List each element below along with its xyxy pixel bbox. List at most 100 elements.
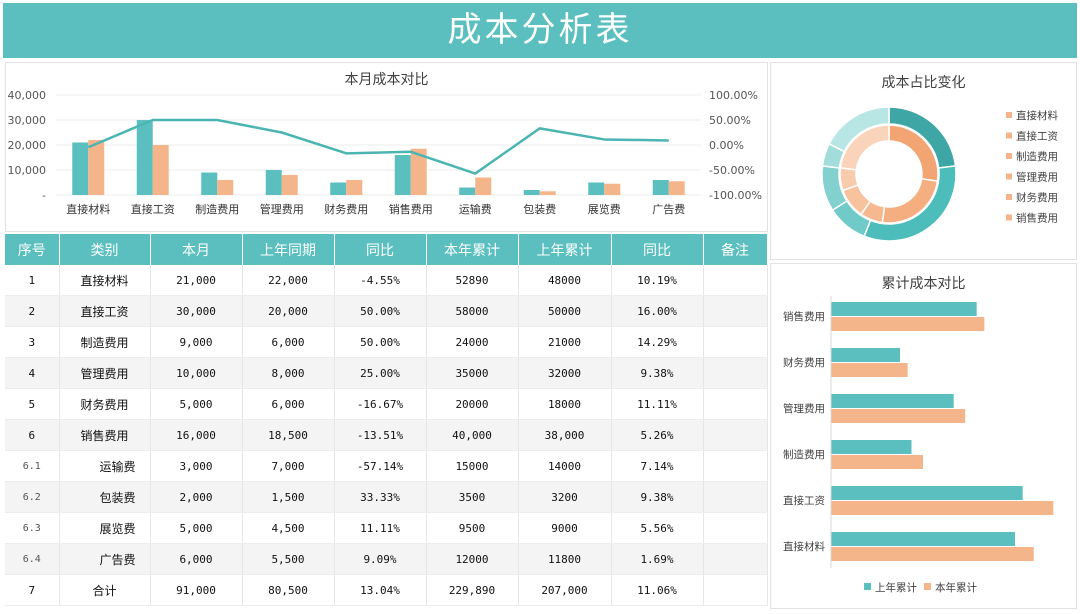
table-cell[interactable]: 3200 bbox=[518, 481, 612, 513]
table-cell[interactable]: 13.04% bbox=[334, 574, 427, 606]
table-row[interactable]: 6.2 包装费 2,000 1,500 33.33% 3500 3200 9.38% bbox=[5, 481, 768, 513]
table-cell[interactable] bbox=[703, 265, 768, 296]
table-cell[interactable]: 24000 bbox=[426, 326, 519, 358]
column-header[interactable]: 上年同期 bbox=[242, 234, 335, 265]
table-cell[interactable]: 4,500 bbox=[242, 512, 335, 544]
table-cell[interactable]: 9500 bbox=[426, 512, 519, 544]
table-cell[interactable]: 6,000 bbox=[242, 326, 335, 358]
table-row[interactable]: 5 财务费用 5,000 6,000 -16.67% 20000 18000 11.11% bbox=[5, 388, 768, 420]
table-cell[interactable] bbox=[703, 388, 768, 420]
table-cell[interactable]: 50000 bbox=[518, 295, 612, 327]
table-cell[interactable]: 58000 bbox=[426, 295, 519, 327]
table-cell[interactable]: 直接工资 bbox=[59, 295, 151, 327]
table-cell[interactable]: 运输费 bbox=[59, 450, 151, 482]
table-row[interactable]: 1 直接材料 21,000 22,000 -4.55% 52890 48000 10.19% bbox=[5, 265, 768, 296]
table-cell[interactable]: 33.33% bbox=[334, 481, 427, 513]
table-cell[interactable] bbox=[703, 419, 768, 451]
table-cell[interactable]: 48000 bbox=[518, 265, 612, 296]
table-cell[interactable]: 32000 bbox=[518, 357, 612, 389]
table-cell[interactable]: 11800 bbox=[518, 543, 612, 575]
table-cell[interactable]: 25.00% bbox=[334, 357, 427, 389]
column-header[interactable]: 同比 bbox=[334, 234, 427, 265]
table-cell[interactable]: 9.38% bbox=[611, 357, 704, 389]
table-row[interactable]: 4 管理费用 10,000 8,000 25.00% 35000 32000 9.38% bbox=[5, 357, 768, 389]
table-cell[interactable]: 9,000 bbox=[150, 326, 243, 358]
table-cell[interactable]: -13.51% bbox=[334, 419, 427, 451]
table-row[interactable]: 6.1 运输费 3,000 7,000 -57.14% 15000 14000 7.14% bbox=[5, 450, 768, 482]
table-cell[interactable]: 制造费用 bbox=[59, 326, 151, 358]
table-cell[interactable]: 6.2 bbox=[5, 481, 60, 513]
table-cell[interactable]: -57.14% bbox=[334, 450, 427, 482]
table-cell[interactable]: 10.19% bbox=[611, 265, 704, 296]
table-cell[interactable]: 11.11% bbox=[611, 388, 704, 420]
table-cell[interactable]: 21000 bbox=[518, 326, 612, 358]
column-header[interactable]: 备注 bbox=[703, 234, 768, 265]
table-cell[interactable]: 2,000 bbox=[150, 481, 243, 513]
column-header[interactable]: 类别 bbox=[59, 234, 151, 265]
table-cell[interactable]: 1 bbox=[5, 265, 60, 296]
table-row[interactable]: 7 合计 91,000 80,500 13.04% 229,890 207,000 11.06… bbox=[5, 574, 768, 606]
table-cell[interactable]: 5,000 bbox=[150, 388, 243, 420]
table-cell[interactable]: 21,000 bbox=[150, 265, 243, 296]
table-cell[interactable]: 5.26% bbox=[611, 419, 704, 451]
table-cell[interactable]: 22,000 bbox=[242, 265, 335, 296]
table-cell[interactable]: 80,500 bbox=[242, 574, 335, 606]
table-cell[interactable]: 6,000 bbox=[150, 543, 243, 575]
table-cell[interactable]: 6.1 bbox=[5, 450, 60, 482]
table-cell[interactable] bbox=[703, 295, 768, 327]
table-row[interactable]: 2 直接工资 30,000 20,000 50.00% 58000 50000 16.00% bbox=[5, 295, 768, 327]
table-cell[interactable]: 财务费用 bbox=[59, 388, 151, 420]
table-cell[interactable]: 38,000 bbox=[518, 419, 612, 451]
table-cell[interactable]: 2 bbox=[5, 295, 60, 327]
table-cell[interactable]: 15000 bbox=[426, 450, 519, 482]
table-cell[interactable]: 14.29% bbox=[611, 326, 704, 358]
table-cell[interactable]: 11.06% bbox=[611, 574, 704, 606]
table-cell[interactable]: 展览费 bbox=[59, 512, 151, 544]
table-cell[interactable]: 20000 bbox=[426, 388, 519, 420]
column-header[interactable]: 上年累计 bbox=[518, 234, 612, 265]
column-header[interactable]: 序号 bbox=[5, 234, 60, 265]
column-header[interactable]: 同比 bbox=[611, 234, 704, 265]
table-cell[interactable]: 91,000 bbox=[150, 574, 243, 606]
table-cell[interactable]: 7 bbox=[5, 574, 60, 606]
table-cell[interactable]: 1.69% bbox=[611, 543, 704, 575]
table-cell[interactable]: 3500 bbox=[426, 481, 519, 513]
table-cell[interactable]: 7,000 bbox=[242, 450, 335, 482]
table-cell[interactable]: 合计 bbox=[59, 574, 151, 606]
table-cell[interactable]: 广告费 bbox=[59, 543, 151, 575]
table-cell[interactable] bbox=[703, 481, 768, 513]
table-cell[interactable]: 35000 bbox=[426, 357, 519, 389]
table-cell[interactable]: 3 bbox=[5, 326, 60, 358]
table-cell[interactable]: 9.09% bbox=[334, 543, 427, 575]
table-cell[interactable]: 管理费用 bbox=[59, 357, 151, 389]
table-cell[interactable]: 6 bbox=[5, 419, 60, 451]
table-cell[interactable]: 5,000 bbox=[150, 512, 243, 544]
table-cell[interactable]: 12000 bbox=[426, 543, 519, 575]
table-cell[interactable]: -16.67% bbox=[334, 388, 427, 420]
table-cell[interactable]: 20,000 bbox=[242, 295, 335, 327]
table-cell[interactable]: 10,000 bbox=[150, 357, 243, 389]
table-cell[interactable]: 30,000 bbox=[150, 295, 243, 327]
table-row[interactable]: 6 销售费用 16,000 18,500 -13.51% 40,000 38,000 5.26… bbox=[5, 419, 768, 451]
table-row[interactable]: 6.3 展览费 5,000 4,500 11.11% 9500 9000 5.56% bbox=[5, 512, 768, 544]
table-cell[interactable]: 40,000 bbox=[426, 419, 519, 451]
table-cell[interactable]: 直接材料 bbox=[59, 265, 151, 296]
table-cell[interactable]: 52890 bbox=[426, 265, 519, 296]
table-cell[interactable]: 8,000 bbox=[242, 357, 335, 389]
table-cell[interactable]: 50.00% bbox=[334, 326, 427, 358]
table-cell[interactable]: 5.56% bbox=[611, 512, 704, 544]
table-row[interactable]: 3 制造费用 9,000 6,000 50.00% 24000 21000 14.29% bbox=[5, 326, 768, 358]
table-cell[interactable]: 16.00% bbox=[611, 295, 704, 327]
table-cell[interactable]: 7.14% bbox=[611, 450, 704, 482]
column-header[interactable]: 本年累计 bbox=[426, 234, 519, 265]
table-cell[interactable] bbox=[703, 574, 768, 606]
table-cell[interactable]: 6,000 bbox=[242, 388, 335, 420]
table-cell[interactable]: 包装费 bbox=[59, 481, 151, 513]
table-cell[interactable]: 销售费用 bbox=[59, 419, 151, 451]
table-cell[interactable] bbox=[703, 543, 768, 575]
table-cell[interactable] bbox=[703, 326, 768, 358]
table-cell[interactable]: 229,890 bbox=[426, 574, 519, 606]
table-cell[interactable]: 50.00% bbox=[334, 295, 427, 327]
table-cell[interactable] bbox=[703, 450, 768, 482]
table-cell[interactable]: 18000 bbox=[518, 388, 612, 420]
